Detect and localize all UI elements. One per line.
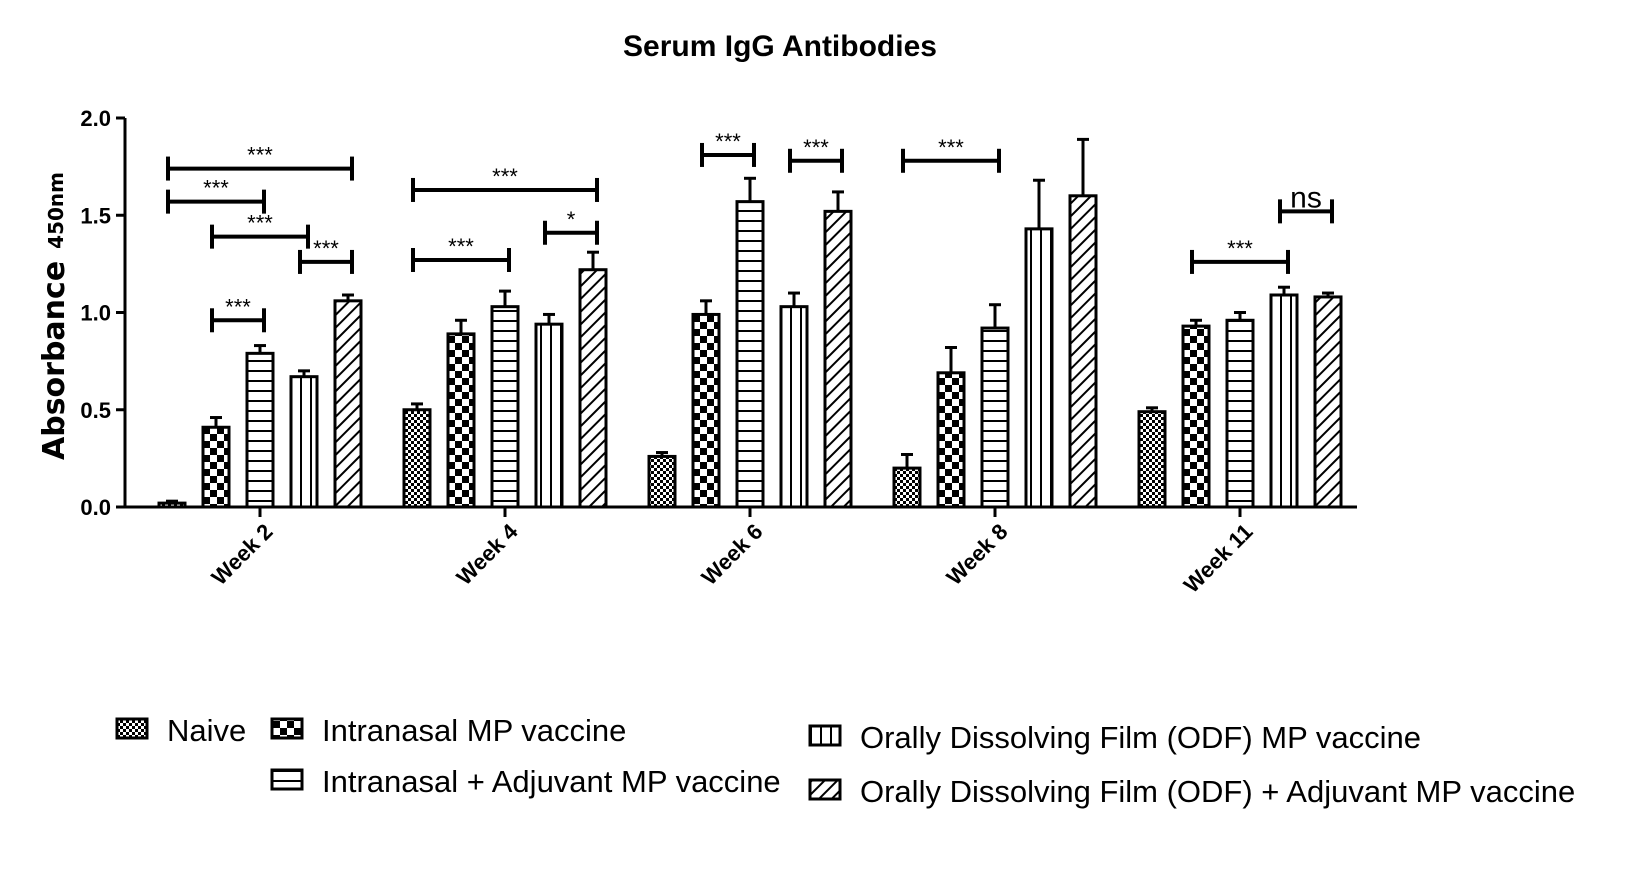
bar <box>534 322 564 509</box>
bar <box>823 209 853 509</box>
legend-swatch <box>270 717 304 740</box>
y-tick-label: 2.0 <box>80 106 111 131</box>
legend-swatch <box>270 768 304 791</box>
significance-label: ns <box>1290 181 1322 214</box>
legend-label: Orally Dissolving Film (ODF) MP vaccine <box>860 720 1421 755</box>
bar <box>578 268 608 509</box>
bar <box>245 351 275 509</box>
legend-label: Orally Dissolving Film (ODF) + Adjuvant … <box>860 774 1575 809</box>
bar <box>1181 324 1211 509</box>
x-tick-label: Week 2 <box>207 519 278 590</box>
significance-label: *** <box>225 294 251 319</box>
bar <box>402 408 432 509</box>
legend-item: Intranasal MP vaccine <box>270 713 626 748</box>
y-tick-label: 0.0 <box>80 495 111 520</box>
significance-label: *** <box>247 211 273 236</box>
legend-item: Orally Dissolving Film (ODF) + Adjuvant … <box>808 774 1575 809</box>
x-tick-label: Week 11 <box>1179 519 1258 598</box>
x-tick-label: Week 8 <box>942 519 1013 590</box>
x-tick-label: Week 4 <box>452 518 524 590</box>
bar <box>779 305 809 509</box>
significance-label: *** <box>938 135 964 160</box>
y-axis-label-subscript: 450nm <box>44 172 68 249</box>
bar <box>980 326 1010 509</box>
chart-title: Serum IgG Antibodies <box>623 30 937 63</box>
y-tick-label: 1.0 <box>80 301 111 326</box>
legend-item: Orally Dissolving Film (ODF) MP vaccine <box>808 720 1421 755</box>
bar <box>289 375 319 509</box>
significance-label: *** <box>203 176 229 201</box>
bar <box>735 200 765 509</box>
y-tick-label: 1.5 <box>80 203 111 228</box>
bar <box>892 466 922 509</box>
y-axis-label-main: Absorbance <box>37 261 72 460</box>
legend-label: Intranasal MP vaccine <box>322 713 626 748</box>
significance-label: * <box>567 207 576 232</box>
y-tick-label: 0.5 <box>80 398 111 423</box>
plot-area: 0.0 0.5 1.0 1.5 2.0 Week 2 Week 4 Week 6 Week 8 W… <box>80 106 1357 598</box>
legend: Naive Intranasal MP vaccine Intranasal + A… <box>115 713 1575 809</box>
significance-label: *** <box>448 234 474 259</box>
bar <box>691 312 721 509</box>
legend-swatch <box>808 778 842 801</box>
significance-label: *** <box>247 143 273 168</box>
significance-label: *** <box>1227 236 1253 261</box>
bar <box>1024 227 1054 509</box>
bar <box>490 305 520 509</box>
legend-swatch <box>115 717 149 740</box>
bar <box>157 501 187 509</box>
bar <box>1137 410 1167 509</box>
significance-label: *** <box>313 236 339 261</box>
bar <box>1225 318 1255 509</box>
y-axis-label: Absorbance 450nm <box>37 172 72 460</box>
x-tick-label: Week 6 <box>697 519 768 590</box>
bar <box>1313 295 1343 509</box>
bar <box>446 332 476 509</box>
legend-item: Naive <box>115 713 246 748</box>
bar <box>647 454 677 509</box>
bar <box>333 299 363 509</box>
bar <box>1269 293 1299 509</box>
significance-label: *** <box>803 135 829 160</box>
y-axis-label-group: Absorbance 450nm <box>37 172 72 460</box>
legend-label: Naive <box>167 713 246 748</box>
bar <box>201 425 231 509</box>
significance-label: *** <box>715 129 741 154</box>
legend-swatch <box>808 724 842 747</box>
legend-label: Intranasal + Adjuvant MP vaccine <box>322 764 781 799</box>
bar <box>1068 194 1098 509</box>
legend-item: Intranasal + Adjuvant MP vaccine <box>270 764 781 799</box>
significance-label: *** <box>492 164 518 189</box>
bar <box>936 371 966 509</box>
